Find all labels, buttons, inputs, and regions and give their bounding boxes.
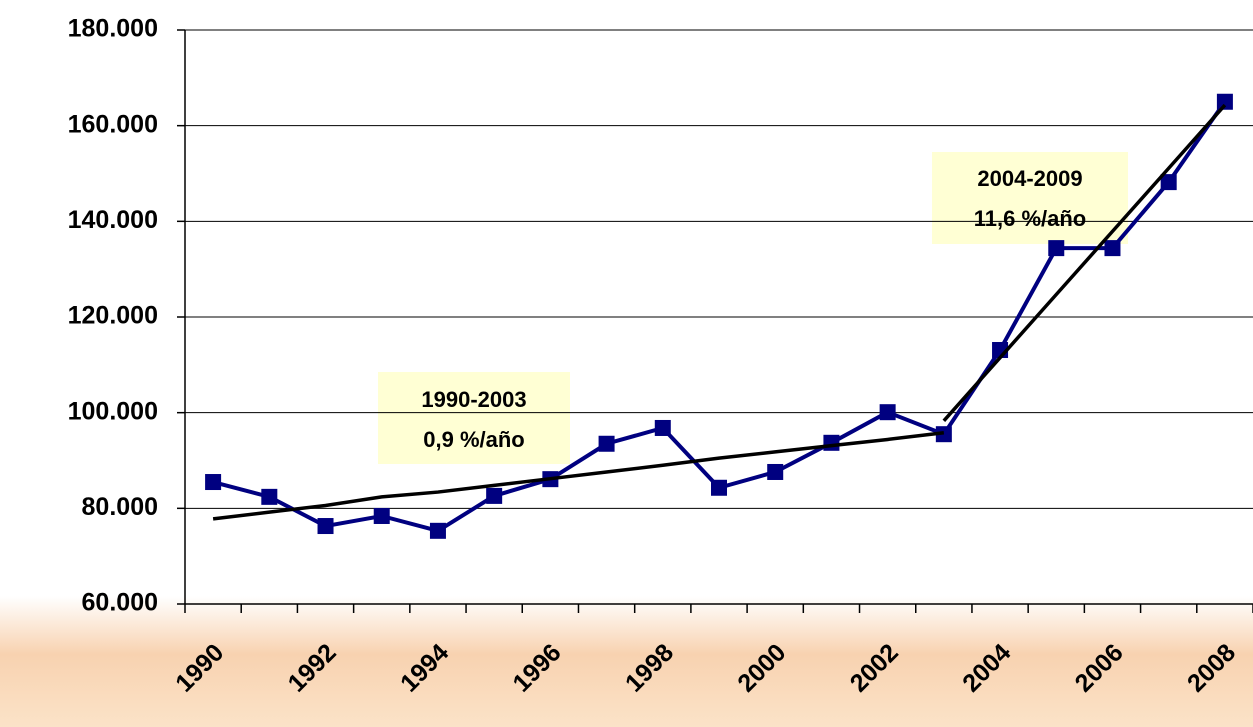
annotation-box	[378, 372, 570, 464]
annotation: 2004-2009 11,6 %/año	[932, 152, 1128, 244]
marker	[205, 474, 222, 491]
y-tick-label: 140.000	[68, 206, 158, 234]
y-tick-label: 180.000	[68, 15, 158, 43]
y-tick-label: 100.000	[68, 397, 158, 425]
marker	[711, 479, 727, 496]
y-tick-label: 120.000	[68, 302, 158, 330]
marker	[1216, 93, 1233, 110]
annotation-text: 0,9 %/año	[423, 427, 524, 452]
marker	[1104, 240, 1121, 257]
marker	[1160, 174, 1177, 191]
annotation: 1990-2003 0,9 %/año	[378, 372, 570, 464]
marker	[373, 507, 390, 524]
annotation-text: 1990-2003	[421, 387, 526, 412]
annotation-box	[932, 152, 1128, 244]
marker	[1048, 240, 1065, 257]
marker	[317, 518, 334, 535]
trend-line	[212, 431, 945, 521]
marker	[598, 435, 615, 452]
annotation-text: 2004-2009	[977, 166, 1082, 191]
y-tick-label: 80.000	[82, 493, 158, 521]
marker	[823, 434, 840, 451]
marker	[429, 522, 446, 539]
marker	[261, 488, 278, 505]
trend-line	[942, 103, 1227, 422]
marker	[879, 404, 896, 421]
annotation-text: 11,6 %/año	[974, 206, 1087, 231]
y-tick-label: 160.000	[68, 110, 158, 138]
marker	[654, 419, 671, 436]
y-tick-label: 60.000	[82, 589, 158, 617]
marker	[486, 487, 503, 504]
marker	[767, 463, 784, 480]
